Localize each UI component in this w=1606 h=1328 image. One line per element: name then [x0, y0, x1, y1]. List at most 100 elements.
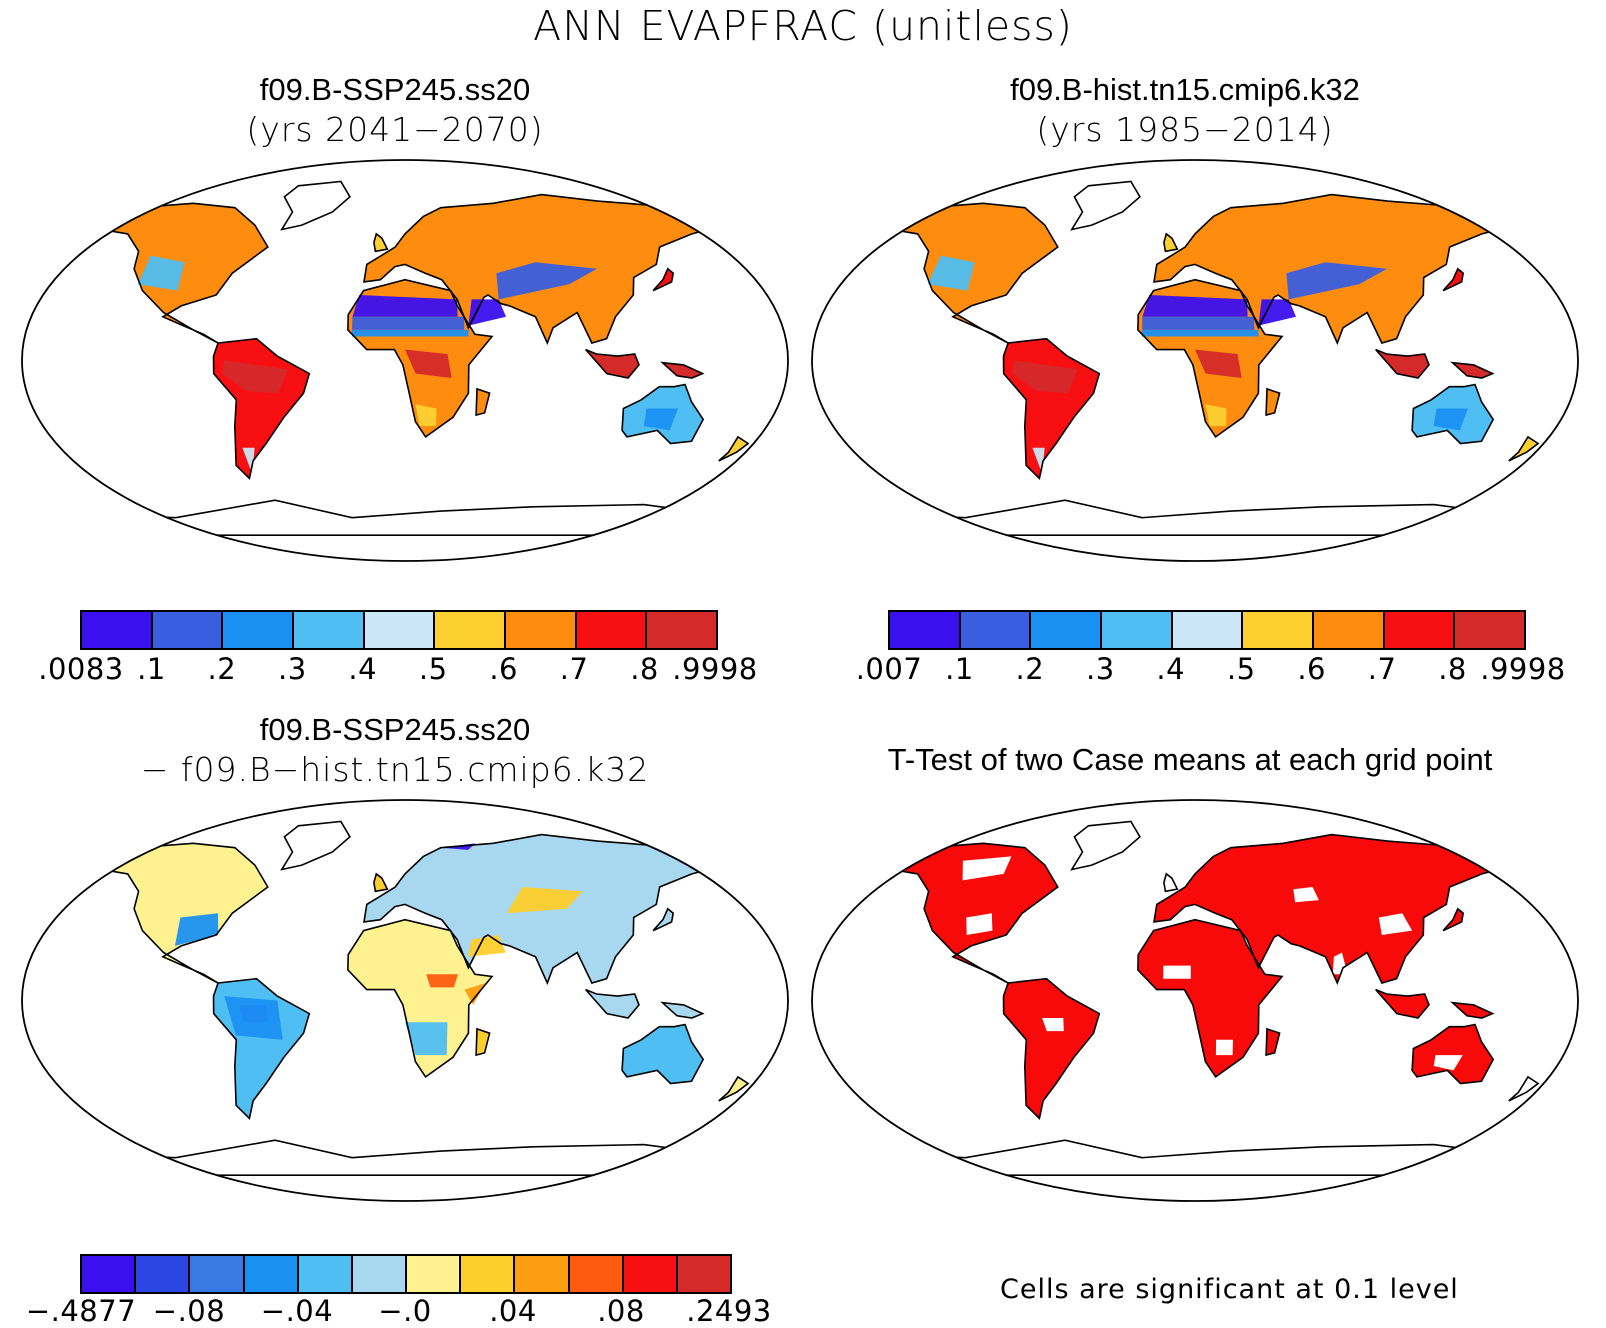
colorbar-tick-label: .007 [855, 652, 923, 686]
land-eurasia [1154, 834, 1499, 983]
colorbar-swatch [190, 1256, 245, 1292]
coastline-nz [1508, 435, 1540, 462]
field-region [352, 329, 469, 337]
colorbar-swatch [569, 1256, 624, 1292]
field-region [468, 299, 506, 326]
panel-subtitle-future: (yrs 2041−2070) [246, 110, 544, 149]
coastline-uk [1163, 232, 1179, 253]
field-region [415, 404, 437, 426]
colorbar-tick-label: .08 [597, 1294, 645, 1328]
colorbar-tick-label: .9998 [672, 652, 758, 686]
field-region [1205, 404, 1227, 426]
coastline-australia [621, 1023, 705, 1085]
coastline-madagascar [475, 1027, 491, 1057]
colorbar-swatch [1384, 612, 1456, 648]
coastline-uk [1163, 872, 1179, 893]
field-region [1142, 295, 1248, 317]
colorbar-ticks-historical: .007 .1 .2 .3 .4 .5 .6 .7 .8 .9998 [856, 652, 1566, 686]
panel-subtitle-historical: (yrs 1985−2014) [1036, 110, 1334, 149]
panel-subtitle-difference: − f09.B−hist.tn15.cmip6.k32 [140, 750, 650, 789]
colorbar-tick-label: .8 [630, 652, 659, 686]
land-uk [1163, 233, 1178, 252]
coastline-newGuinea [660, 361, 705, 379]
field-region [643, 408, 678, 431]
colorbar-swatch [506, 612, 577, 648]
field-region [405, 349, 452, 378]
colorbar-tick-label: −.0 [378, 1294, 432, 1328]
land-indonesia [1375, 989, 1429, 1018]
colorbar-tick-label: .3 [277, 652, 307, 686]
colorbar-swatch [82, 1256, 137, 1292]
colorbar-tick-label: .4 [348, 652, 378, 686]
colorbar-swatch [294, 612, 365, 648]
land-southAmerica [1003, 338, 1100, 479]
land-madagascar [476, 1028, 490, 1056]
colorbar-swatch [223, 612, 295, 648]
colorbar-swatch [1314, 612, 1385, 648]
colorbar-swatch [1031, 612, 1103, 648]
colorbar-tick-label: .2 [1015, 652, 1045, 686]
land-southAmerica [1003, 978, 1100, 1119]
field-region [927, 255, 975, 291]
coastline-northAmerica [861, 842, 1059, 984]
coastline-southAmerica [212, 977, 311, 1120]
land-newGuinea [1452, 1002, 1493, 1018]
coastline-southAmerica [1002, 977, 1101, 1120]
colorbar-tick-label: .3 [1085, 652, 1115, 686]
field-region [405, 1022, 448, 1056]
land-greenland [281, 821, 350, 870]
colorbar-swatch [515, 1256, 570, 1292]
land-uk [373, 233, 388, 252]
colorbar-swatch [890, 612, 961, 648]
colorbar-tick-label: .04 [489, 1294, 537, 1328]
land-northAmerica [73, 843, 268, 983]
field-region [1142, 316, 1255, 330]
coastline-eurasia [363, 833, 710, 986]
colorbar-tick-label: .8 [1438, 652, 1467, 686]
map-border [811, 159, 1579, 562]
field-region [496, 262, 598, 300]
coastline-newGuinea [660, 1001, 705, 1019]
coastline-eurasia [1153, 193, 1500, 346]
coastline-australia [1411, 1023, 1495, 1085]
map-border [21, 799, 789, 1202]
colorbar-swatch [1243, 612, 1315, 648]
map-ttest [811, 799, 1579, 1202]
land-uk [1163, 873, 1178, 892]
colorbar-swatch [152, 612, 224, 648]
colorbar-tick-label: −.08 [152, 1294, 226, 1328]
coastline-africa [347, 918, 494, 1079]
field-region [1012, 360, 1078, 394]
field-region [222, 360, 288, 394]
coastline-nz [718, 1075, 750, 1102]
field-region [506, 887, 583, 914]
land-uk [373, 873, 388, 892]
colorbar-swatch [1102, 612, 1173, 648]
coastline-australia [1411, 383, 1495, 445]
colorbar-swatch [244, 1256, 299, 1292]
colorbar-swatch [407, 1256, 462, 1292]
coastline-antarctica [852, 499, 1502, 536]
land-indonesia [1375, 349, 1429, 378]
field-region [1293, 887, 1319, 903]
field-region [1163, 965, 1191, 979]
colorbar-difference [80, 1254, 732, 1294]
field-region [962, 856, 1012, 881]
coastline-indonesia [585, 348, 640, 379]
coastline-antarctica [62, 1139, 712, 1176]
field-region [1332, 952, 1348, 975]
coastline-japan [1442, 267, 1465, 292]
colorbar-swatch [461, 1256, 516, 1292]
colorbar-tick-label: .7 [559, 652, 589, 686]
coastline-madagascar [1265, 1027, 1281, 1057]
coastline-japan [1442, 907, 1465, 932]
field-region [1142, 329, 1259, 337]
coastline-africa [1137, 918, 1284, 1079]
field-region [966, 913, 993, 935]
map-border [811, 799, 1579, 1202]
colorbar-swatch [136, 1256, 191, 1292]
coastline-nz [718, 435, 750, 462]
field-region [426, 974, 458, 988]
field-region [137, 255, 185, 291]
land-greenland [1071, 181, 1140, 230]
